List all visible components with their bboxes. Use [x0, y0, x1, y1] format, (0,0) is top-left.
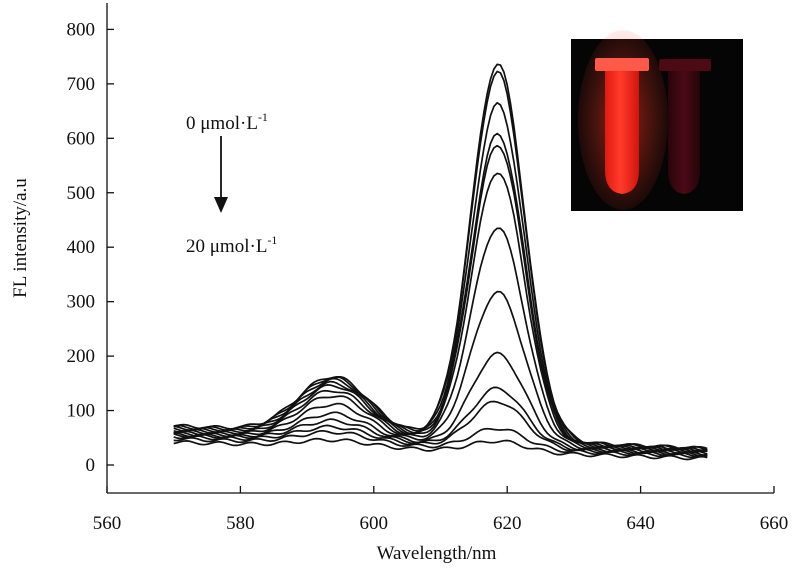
y-tick-label: 600: [67, 128, 96, 149]
spectrum-line-6: [173, 172, 708, 454]
left-tube-glowing: [605, 71, 639, 194]
inset-photo: [571, 30, 743, 211]
left-tube-cap: [595, 58, 649, 71]
y-tick-label: 400: [67, 237, 96, 258]
x-tick-label: 560: [93, 513, 122, 534]
arrow-head-icon: [214, 197, 228, 213]
x-tick-label: 640: [626, 513, 655, 534]
series-group: [173, 63, 708, 461]
y-tick-label: 100: [67, 401, 96, 422]
right-tube-cap: [659, 59, 711, 71]
right-tube-quenched: [668, 71, 700, 194]
x-tick-label: 580: [226, 513, 255, 534]
y-tick-label: 300: [67, 292, 96, 313]
y-tick-label: 700: [67, 74, 96, 95]
x-tick-label: 620: [493, 513, 522, 534]
y-tick-label: 200: [67, 346, 96, 367]
annotation-start: 0 μmol·L-1: [186, 110, 268, 134]
y-tick-label: 0: [86, 455, 96, 476]
y-axis-title: FL intensity/a.u: [10, 178, 31, 298]
spectrum-line-7: [173, 227, 708, 454]
concentration-annotation: 0 μmol·L-1 20 μmol·L-1: [186, 110, 277, 257]
y-tick-label: 500: [67, 183, 96, 204]
spectrum-line-12: [173, 427, 708, 459]
x-tick-label: 600: [360, 513, 389, 534]
axes: 0 100 200 300 400 500 600 700 800 560 580 600 620 640…: [10, 3, 788, 564]
annotation-end: 20 μmol·L-1: [186, 233, 277, 257]
spectrum-line-11: [173, 400, 708, 458]
y-tick-label: 800: [67, 19, 96, 40]
x-axis-title: Wavelength/nm: [377, 543, 497, 564]
x-tick-label: 660: [760, 513, 789, 534]
spectrum-line-13: [173, 437, 708, 461]
